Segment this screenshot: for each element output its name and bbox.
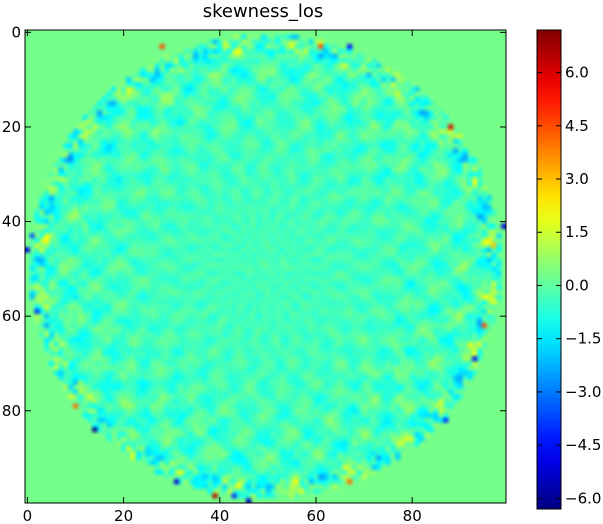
colorbar-tick-label: 4.5	[565, 117, 589, 135]
y-tick-label: 40	[2, 213, 21, 231]
x-tick-label: 0	[23, 507, 33, 524]
plot-frame	[24, 29, 507, 504]
x-tick-label: 20	[114, 507, 133, 524]
y-tick-label: 80	[2, 402, 21, 420]
colorbar-gradient	[537, 30, 561, 509]
chart-title: skewness_los	[203, 1, 324, 22]
x-tick-label: 40	[210, 507, 229, 524]
y-axis: 0 20 40 60 80	[2, 23, 506, 420]
colorbar-tick-label: 6.0	[565, 64, 589, 82]
plot-area: 0 20 40 60 80 0 20 40 60 80	[2, 23, 507, 524]
y-tick-label: 60	[2, 307, 21, 325]
x-tick-label: 80	[403, 507, 422, 524]
colorbar-tick-label: −6.0	[565, 489, 601, 507]
y-tick-label: 20	[2, 118, 21, 136]
colorbar-frame	[536, 29, 562, 510]
colorbar-tick-label: 3.0	[565, 170, 589, 188]
x-axis: 0 20 40 60 80	[23, 30, 422, 524]
colorbar-tick-label: −1.5	[565, 330, 601, 348]
y-tick-label: 0	[11, 23, 21, 41]
colorbar-tick-label: −3.0	[565, 383, 601, 401]
colorbar-tick-label: 1.5	[565, 223, 589, 241]
colorbar-tick-label: −4.5	[565, 436, 601, 454]
x-tick-label: 60	[306, 507, 325, 524]
colorbar: −6.0 −4.5 −3.0 −1.5 0.0 1.5 3.0 4.5 6.0	[536, 29, 601, 510]
colorbar-ticks: −6.0 −4.5 −3.0 −1.5 0.0 1.5 3.0 4.5 6.0	[537, 64, 601, 507]
colorbar-tick-label: 0.0	[565, 276, 589, 294]
heatmap-image	[25, 30, 506, 503]
